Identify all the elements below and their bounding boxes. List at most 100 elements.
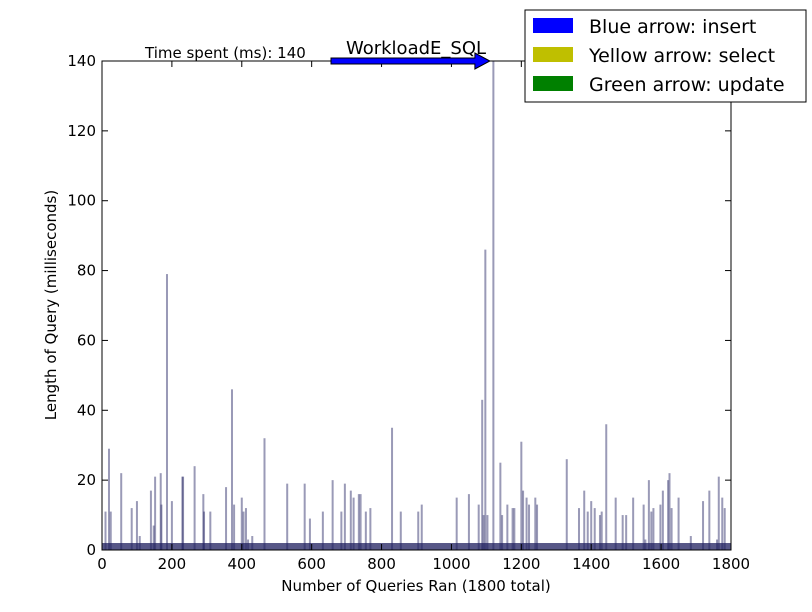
bar	[659, 504, 662, 550]
x-tick-label: 600	[297, 555, 326, 573]
bar	[600, 511, 603, 550]
bar	[625, 515, 628, 550]
bar	[534, 497, 537, 550]
bar	[352, 497, 355, 550]
bar	[242, 511, 245, 550]
bar	[331, 480, 334, 550]
y-tick-label: 0	[86, 541, 96, 559]
bar	[159, 473, 162, 550]
x-tick-label: 1200	[502, 555, 540, 573]
bar	[391, 427, 394, 550]
bar	[120, 473, 123, 550]
bar	[308, 518, 311, 550]
bar	[632, 497, 635, 550]
bar	[708, 490, 711, 550]
y-axis-label: Length of Query (milliseconds)	[42, 190, 60, 420]
bar	[233, 504, 236, 550]
x-axis-label: Number of Queries Ran (1800 total)	[281, 577, 550, 595]
insert-arrow-annotation	[330, 52, 491, 70]
legend-swatch	[533, 47, 573, 62]
bar	[650, 511, 653, 550]
bar	[149, 490, 152, 550]
y-tick-label: 40	[77, 401, 96, 419]
bar	[484, 249, 487, 550]
bar	[349, 490, 352, 550]
bar	[621, 515, 624, 550]
bar	[357, 494, 360, 550]
arrow-shape	[330, 52, 491, 70]
bar	[399, 511, 402, 550]
baseline-bars-group	[102, 543, 731, 550]
x-tick-label: 400	[227, 555, 256, 573]
y-tick-label: 60	[77, 331, 96, 349]
chart-title: WorkloadE_SQL	[346, 38, 486, 59]
bar	[583, 490, 586, 550]
bar	[536, 504, 539, 550]
time-spent-annotation: Time spent (ms): 140	[144, 44, 306, 62]
bar	[590, 501, 593, 550]
bar	[286, 483, 289, 550]
bar	[647, 480, 650, 550]
y-tick-label: 80	[77, 262, 96, 280]
bar	[225, 487, 228, 550]
bar	[522, 490, 525, 550]
bar	[482, 515, 485, 550]
bar	[586, 511, 589, 550]
bar	[193, 466, 196, 550]
x-tick-label: 1400	[572, 555, 610, 573]
bar	[486, 515, 489, 550]
x-axis-ticks: 0 200 400 600 800 1000 1200 1400 1600 1800	[97, 61, 750, 573]
bar	[642, 504, 645, 550]
legend: Blue arrow: insert Yellow arrow: select Gr…	[524, 9, 807, 103]
bar	[598, 515, 601, 550]
bar	[107, 448, 110, 550]
bar	[520, 441, 523, 550]
bar	[667, 480, 670, 550]
bar	[717, 476, 720, 550]
bar	[513, 508, 516, 550]
bar	[501, 515, 504, 550]
bar	[340, 511, 343, 550]
x-tick-label: 1000	[432, 555, 470, 573]
bar	[109, 511, 112, 550]
bar	[668, 473, 671, 550]
bar	[160, 504, 163, 550]
bar	[652, 508, 655, 550]
bar	[721, 497, 724, 550]
x-tick-label: 0	[97, 555, 107, 573]
bar	[321, 511, 324, 550]
bar	[154, 476, 157, 550]
bar	[499, 462, 502, 550]
bar	[481, 399, 484, 550]
bar	[455, 497, 458, 550]
bar	[511, 508, 514, 550]
y-tick-label: 140	[67, 52, 96, 70]
legend-label: Green arrow: update	[589, 74, 785, 96]
bar	[670, 508, 673, 550]
bar	[181, 476, 184, 550]
legend-label: Yellow arrow: select	[588, 45, 775, 67]
bar	[723, 508, 726, 550]
baseline-bars	[102, 543, 731, 550]
x-tick-label: 800	[367, 555, 396, 573]
bar	[528, 504, 531, 550]
bar	[565, 459, 568, 550]
bars-group	[104, 61, 726, 550]
bar	[369, 508, 372, 550]
x-tick-label: 1600	[642, 555, 680, 573]
bar	[244, 508, 247, 550]
legend-label: Blue arrow: insert	[589, 16, 756, 38]
bar	[230, 389, 233, 550]
bar	[702, 501, 705, 550]
bar	[202, 494, 205, 550]
bar	[467, 494, 470, 550]
bar	[104, 511, 107, 550]
bar	[130, 508, 133, 550]
bar	[240, 497, 243, 550]
legend-swatch	[533, 18, 573, 33]
bar	[525, 497, 528, 550]
y-axis-ticks: 0 20 40 60 80 100 120 140	[67, 52, 731, 559]
bar	[577, 508, 580, 550]
bar	[593, 508, 596, 550]
